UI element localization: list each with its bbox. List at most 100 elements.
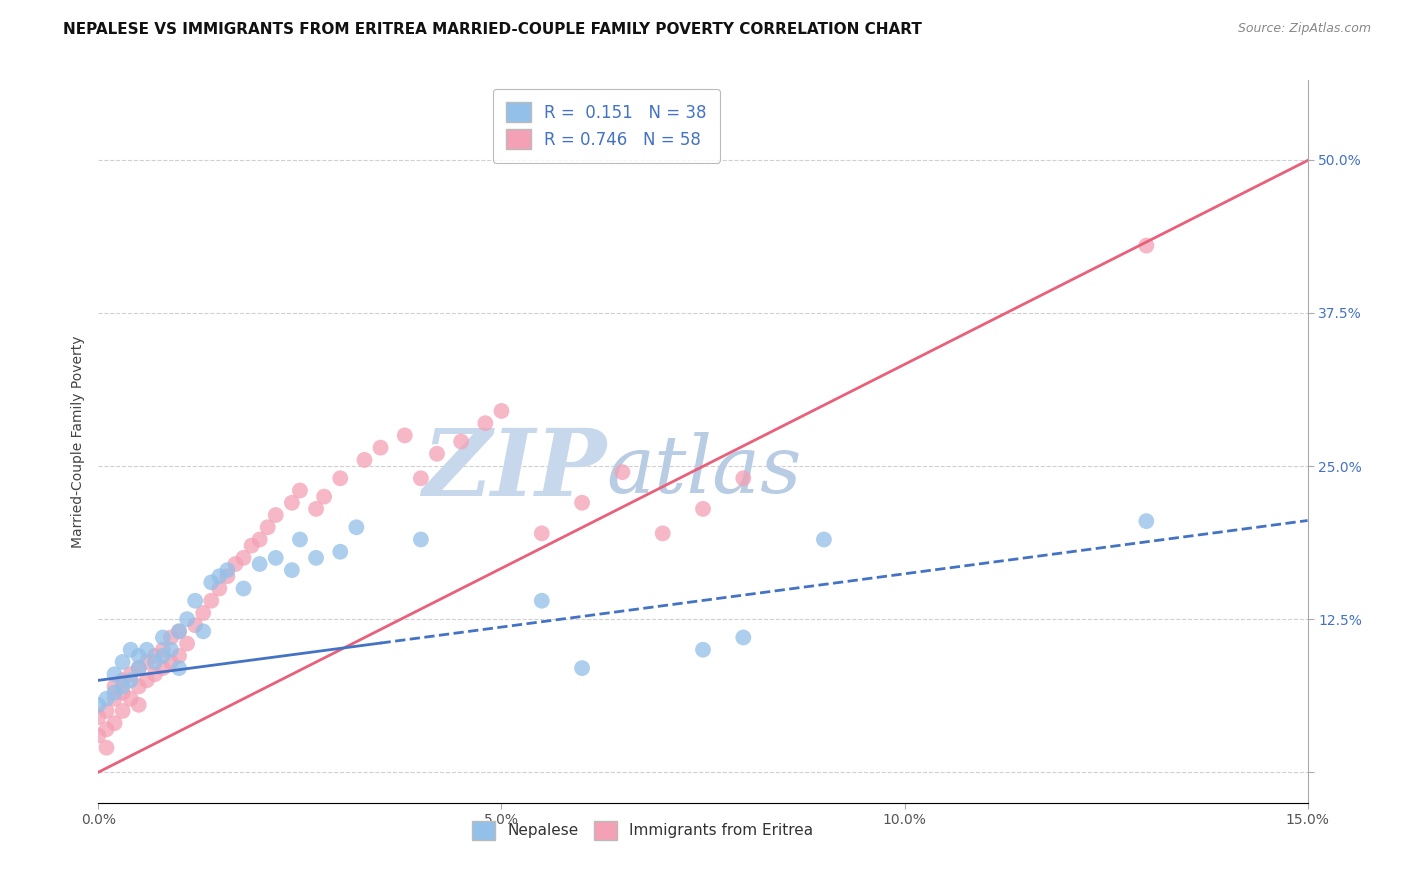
Text: atlas: atlas (606, 432, 801, 509)
Text: NEPALESE VS IMMIGRANTS FROM ERITREA MARRIED-COUPLE FAMILY POVERTY CORRELATION CH: NEPALESE VS IMMIGRANTS FROM ERITREA MARR… (63, 22, 922, 37)
Y-axis label: Married-Couple Family Poverty: Married-Couple Family Poverty (70, 335, 84, 548)
Point (128, 661, 150, 675)
Point (733, 471, 755, 485)
Point (143, 648, 166, 663)
Point (692, 642, 714, 657)
Point (249, 533, 271, 547)
Point (143, 667, 166, 681)
Point (128, 661, 150, 675)
Point (305, 502, 328, 516)
Point (193, 624, 215, 639)
Point (571, 496, 593, 510)
Point (176, 612, 198, 626)
Point (152, 648, 174, 663)
Point (167, 624, 190, 639)
Legend: Nepalese, Immigrants from Eritrea: Nepalese, Immigrants from Eritrea (465, 815, 820, 846)
Point (135, 642, 157, 657)
Point (160, 631, 183, 645)
Point (128, 698, 150, 712)
Point (329, 545, 352, 559)
Point (232, 550, 254, 565)
Point (87, 710, 110, 724)
Point (1135, 238, 1157, 252)
Point (87, 728, 110, 742)
Point (288, 483, 311, 498)
Point (224, 557, 246, 571)
Point (96, 691, 118, 706)
Point (612, 465, 634, 479)
Point (128, 680, 150, 694)
Point (152, 642, 174, 657)
Point (135, 673, 157, 688)
Point (281, 496, 304, 510)
Point (87, 698, 110, 712)
Point (143, 655, 166, 669)
Point (651, 526, 673, 541)
Point (96, 723, 118, 737)
Point (111, 680, 134, 694)
Point (103, 667, 125, 681)
Point (217, 563, 239, 577)
Point (103, 691, 125, 706)
Point (305, 550, 328, 565)
Point (167, 648, 190, 663)
Point (160, 642, 183, 657)
Point (160, 655, 183, 669)
Point (353, 453, 375, 467)
Point (1135, 514, 1157, 528)
Point (394, 428, 416, 442)
Point (240, 539, 263, 553)
Point (733, 631, 755, 645)
Point (208, 582, 231, 596)
Point (111, 685, 134, 699)
Point (264, 550, 287, 565)
Point (184, 618, 207, 632)
Point (249, 557, 271, 571)
Point (200, 593, 222, 607)
Point (152, 661, 174, 675)
Point (96, 740, 118, 755)
Point (120, 642, 142, 657)
Point (208, 569, 231, 583)
Point (530, 593, 553, 607)
Point (314, 490, 336, 504)
Point (193, 606, 215, 620)
Text: ZIP: ZIP (422, 425, 606, 516)
Point (474, 416, 496, 430)
Point (167, 624, 190, 639)
Point (530, 526, 553, 541)
Point (370, 441, 392, 455)
Point (264, 508, 287, 522)
Point (200, 575, 222, 590)
Point (409, 533, 432, 547)
Point (256, 520, 278, 534)
Point (232, 582, 254, 596)
Point (120, 667, 142, 681)
Point (111, 704, 134, 718)
Point (184, 593, 207, 607)
Point (152, 631, 174, 645)
Point (409, 471, 432, 485)
Point (217, 569, 239, 583)
Point (135, 655, 157, 669)
Point (571, 661, 593, 675)
Point (111, 655, 134, 669)
Text: Source: ZipAtlas.com: Source: ZipAtlas.com (1237, 22, 1371, 36)
Point (103, 685, 125, 699)
Point (103, 680, 125, 694)
Point (281, 563, 304, 577)
Point (491, 404, 513, 418)
Point (103, 716, 125, 731)
Point (426, 447, 449, 461)
Point (111, 673, 134, 688)
Point (344, 520, 367, 534)
Point (176, 637, 198, 651)
Point (120, 691, 142, 706)
Point (96, 704, 118, 718)
Point (120, 673, 142, 688)
Point (288, 533, 311, 547)
Point (450, 434, 472, 449)
Point (128, 648, 150, 663)
Point (692, 502, 714, 516)
Point (813, 533, 835, 547)
